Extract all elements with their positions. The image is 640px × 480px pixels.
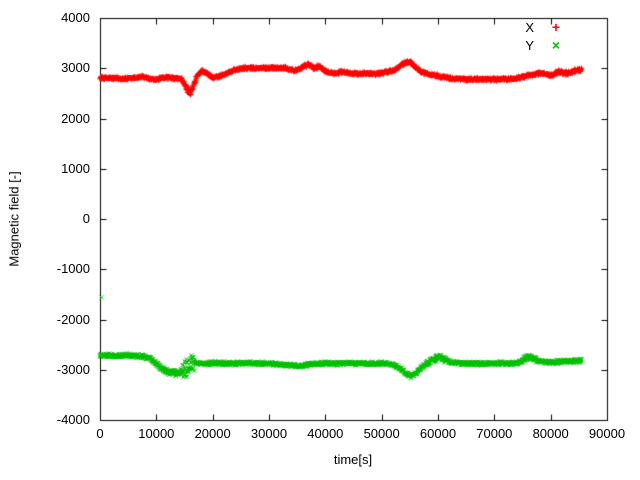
plus-marker-icon: + [551,19,561,35]
y-tick-label: 3000 [61,60,90,76]
y-tick-label: -4000 [56,412,90,427]
legend: X + Y × [488,18,564,54]
x-tick-label: 30000 [250,426,288,441]
x-tick-label: 60000 [419,426,457,441]
x-tick-label: 90000 [588,426,626,441]
cross-marker-icon: × [551,37,561,53]
x-tick-label: 20000 [194,426,231,441]
y-tick-label: 2000 [61,110,90,126]
x-tick-label: 10000 [138,426,175,441]
y-tick-label: -2000 [56,311,90,327]
x-tick-label: 0 [96,426,104,441]
legend-label-y: Y [525,37,534,53]
y-tick-label: -1000 [56,261,90,277]
y-tick-label: -3000 [56,361,90,377]
x-tick-label: 50000 [363,426,400,441]
x-tick-label: 70000 [476,426,513,441]
legend-label-x: X [525,19,534,35]
x-axis-label: time[s] [333,452,373,467]
x-tick-label: 80000 [532,426,569,441]
y-tick-label: 1000 [61,160,90,176]
legend-item-y: Y × [488,36,564,54]
y-tick-label: 0 [82,211,90,226]
legend-item-x: X + [488,18,564,36]
x-tick-label: 40000 [307,426,344,441]
y-tick-label: 4000 [61,10,90,25]
